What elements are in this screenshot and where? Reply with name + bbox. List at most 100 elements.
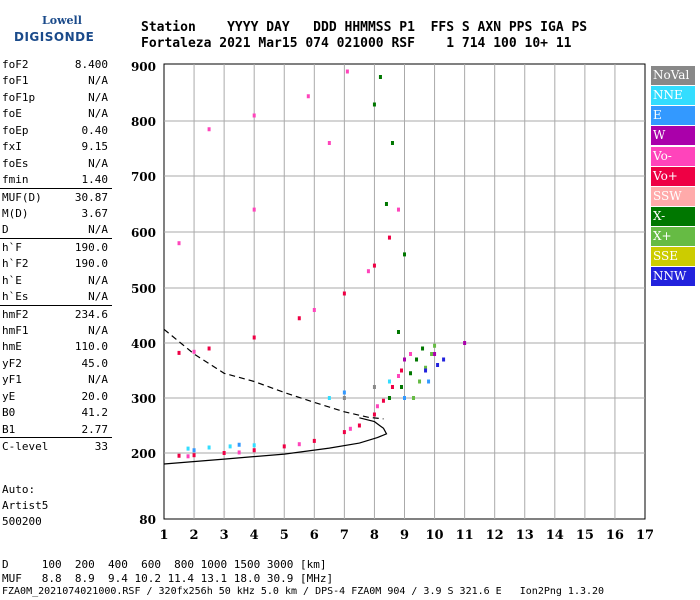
- data-point: [433, 343, 437, 348]
- param-name: B0: [2, 406, 16, 420]
- y-tick-label: 200: [131, 447, 156, 461]
- param-value: N/A: [88, 273, 108, 287]
- param-value: 110.0: [74, 340, 108, 354]
- x-tick-label: 11: [456, 528, 474, 543]
- param-value: N/A: [88, 373, 108, 387]
- param-name: yE: [2, 389, 16, 403]
- y-tick-label: 800: [131, 115, 156, 129]
- data-point: [396, 374, 400, 378]
- data-point: [433, 352, 437, 356]
- x-tick-label: 10: [426, 528, 444, 543]
- legend-item-w: W: [651, 126, 695, 146]
- param-name: h`Es: [2, 290, 29, 304]
- param-value: 33: [94, 440, 108, 454]
- param-name: foF1p: [2, 90, 36, 104]
- param-value: 190.0: [74, 240, 108, 254]
- data-point: [387, 379, 391, 384]
- x-tick-label: 3: [220, 528, 229, 543]
- data-point: [427, 379, 431, 384]
- param-name: fxI: [2, 140, 22, 154]
- footer-muf-row: MUF 8.8 8.9 9.4 10.2 11.4 13.1 18.0 30.9…: [2, 572, 334, 585]
- legend-item-nne: NNE: [651, 86, 695, 106]
- data-point: [403, 396, 406, 400]
- data-point: [312, 438, 316, 443]
- legend-item-x: X-: [651, 206, 695, 226]
- data-point: [342, 291, 346, 296]
- data-point: [207, 346, 211, 351]
- param-row: B0 41.2: [0, 404, 112, 420]
- parameter-table: foF2 8.400 foF1 N/A foF1p N/A foE N/A foEp 0.40 fx…: [0, 56, 112, 455]
- param-name: hmF2: [2, 307, 29, 321]
- param-value: 8.400: [74, 58, 108, 71]
- data-point: [345, 69, 349, 74]
- legend-item-vo: Vo-: [651, 146, 695, 166]
- x-tick-label: 5: [280, 528, 289, 543]
- y-tick-label: 500: [131, 282, 156, 296]
- data-point: [207, 127, 211, 132]
- data-point: [348, 426, 352, 431]
- data-point: [415, 357, 419, 362]
- data-point: [381, 398, 385, 403]
- profile-dashed-line: [163, 328, 384, 420]
- param-value: 30.87: [74, 190, 108, 204]
- param-separator: [0, 237, 112, 239]
- x-tick-label: 14: [546, 528, 564, 543]
- data-point: [396, 330, 400, 334]
- x-tick-label: 8: [370, 528, 379, 543]
- param-name: M(D): [2, 206, 29, 220]
- data-point: [403, 252, 406, 257]
- legend-item-sse: SSE: [651, 247, 695, 267]
- data-point: [430, 352, 434, 356]
- param-value: 20.0: [81, 389, 109, 403]
- data-point: [312, 308, 316, 312]
- param-row: foF2 8.400: [0, 56, 112, 72]
- data-point: [297, 442, 301, 447]
- param-row: yE 20.0: [0, 388, 112, 404]
- y-tick-label: 80: [139, 513, 156, 527]
- param-value: 234.6: [74, 307, 108, 321]
- param-name: fmin: [2, 173, 29, 187]
- header-line2: Fortaleza 2021 Mar15 074 021000 RSF 1 71…: [141, 36, 572, 51]
- legend-item-noval: NoVal: [651, 66, 695, 85]
- data-point: [228, 444, 232, 449]
- x-tick-label: 4: [250, 528, 259, 543]
- x-tick-label: 7: [340, 528, 349, 543]
- y-tick-label: 600: [131, 226, 156, 240]
- data-point: [192, 349, 196, 354]
- data-point: [387, 235, 391, 240]
- data-point: [357, 423, 361, 428]
- param-row: D N/A: [0, 221, 112, 237]
- data-point: [282, 444, 286, 449]
- data-point: [421, 346, 425, 351]
- data-point: [390, 385, 394, 389]
- data-point: [252, 335, 256, 340]
- data-point: [252, 443, 256, 448]
- data-point: [237, 450, 241, 455]
- legend-item-nnw: NNW: [651, 267, 695, 287]
- data-point: [424, 368, 428, 373]
- param-row: foEp 0.40: [0, 122, 112, 138]
- data-point: [442, 357, 446, 362]
- param-value: 0.40: [81, 123, 109, 137]
- data-point: [327, 396, 331, 400]
- data-point: [222, 451, 226, 455]
- data-point: [342, 430, 346, 435]
- data-point: [342, 396, 346, 400]
- x-tick-label: 17: [636, 528, 654, 543]
- data-point: [375, 404, 379, 409]
- param-row: B1 2.77: [0, 421, 112, 437]
- data-point: [403, 357, 406, 362]
- logo-line1: Lowell: [42, 14, 82, 27]
- param-name: foEs: [2, 156, 29, 170]
- data-point: [412, 396, 416, 400]
- param-value: N/A: [88, 324, 108, 337]
- param-name: h`F2: [2, 257, 29, 271]
- data-point: [177, 453, 181, 458]
- x-tick-label: 2: [190, 528, 199, 543]
- x-tick-label: 16: [606, 528, 624, 543]
- footer-distance-row: D 100 200 400 600 800 1000 1500 3000 [km…: [2, 558, 327, 571]
- data-point: [372, 412, 376, 417]
- legend-item-e: E: [651, 106, 695, 126]
- data-point: [399, 368, 403, 373]
- param-row: fmin 1.40: [0, 171, 112, 187]
